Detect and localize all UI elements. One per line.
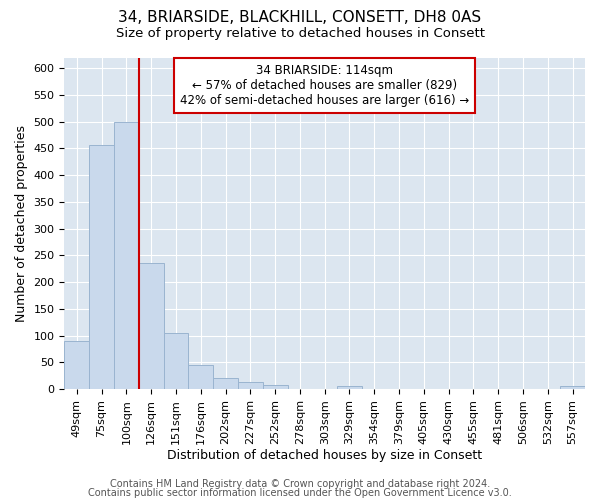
Bar	[560, 386, 585, 389]
X-axis label: Distribution of detached houses by size in Consett: Distribution of detached houses by size …	[167, 450, 482, 462]
Y-axis label: Number of detached properties: Number of detached properties	[15, 125, 28, 322]
Bar	[238, 382, 263, 389]
Text: 34 BRIARSIDE: 114sqm
← 57% of detached houses are smaller (829)
42% of semi-deta: 34 BRIARSIDE: 114sqm ← 57% of detached h…	[180, 64, 469, 107]
Bar	[213, 378, 238, 389]
Bar	[64, 341, 89, 389]
Text: 34, BRIARSIDE, BLACKHILL, CONSETT, DH8 0AS: 34, BRIARSIDE, BLACKHILL, CONSETT, DH8 0…	[118, 10, 482, 25]
Text: Contains HM Land Registry data © Crown copyright and database right 2024.: Contains HM Land Registry data © Crown c…	[110, 479, 490, 489]
Bar	[114, 122, 139, 389]
Bar	[164, 334, 188, 389]
Bar	[263, 385, 287, 389]
Bar	[139, 264, 164, 389]
Bar	[337, 386, 362, 389]
Bar	[89, 144, 114, 389]
Text: Contains public sector information licensed under the Open Government Licence v3: Contains public sector information licen…	[88, 488, 512, 498]
Bar	[188, 365, 213, 389]
Text: Size of property relative to detached houses in Consett: Size of property relative to detached ho…	[115, 28, 485, 40]
